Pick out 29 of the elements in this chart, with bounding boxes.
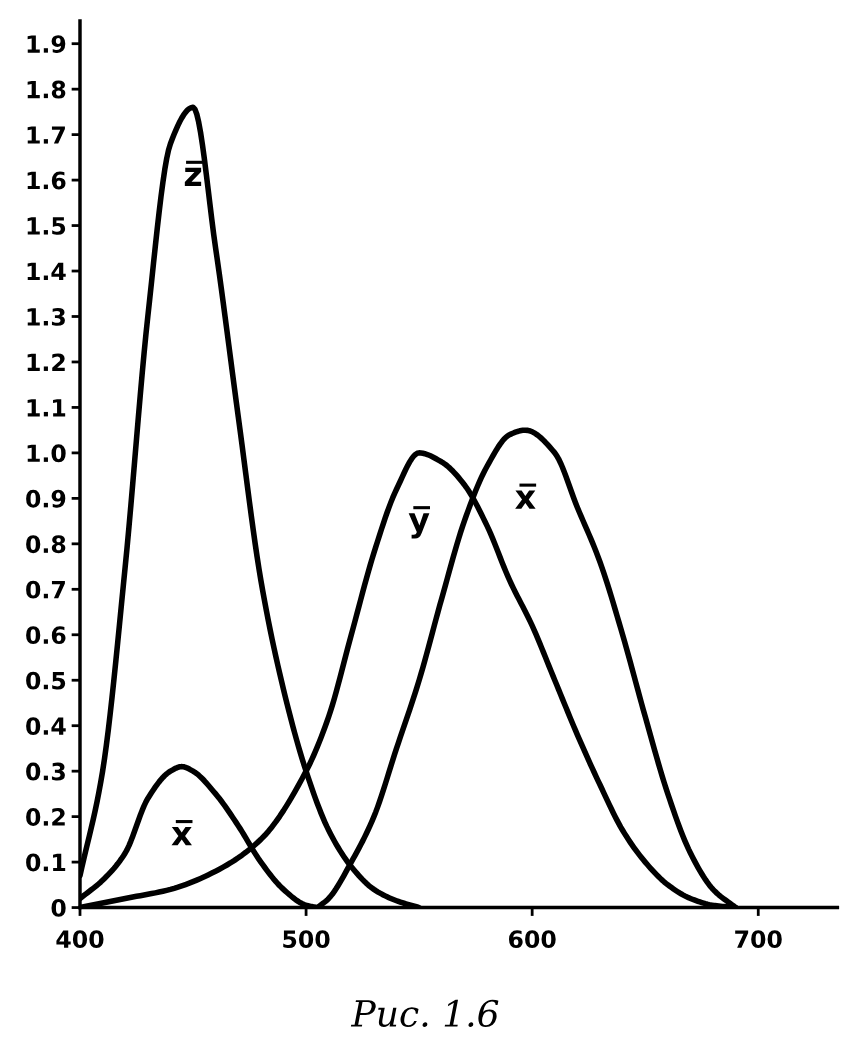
- text: Рис. 1.6: [350, 999, 499, 1028]
- y-tick-label: 1.3: [27, 307, 65, 326]
- y-tick-label: 1.6: [27, 171, 66, 190]
- series-label: z̅: [184, 160, 203, 186]
- series-label: y̅: [408, 506, 430, 539]
- x-tick-label: 700: [735, 930, 782, 949]
- y-tick-label: 1.7: [27, 126, 65, 144]
- y-tick-label: 1.2: [27, 353, 65, 371]
- x-tick-label: 400: [56, 930, 104, 949]
- y-tick-label: 1.0: [27, 444, 66, 463]
- y-tick-label: 0.7: [26, 580, 65, 599]
- y-tick-label: 0.5: [26, 671, 66, 690]
- y-tick-label: 1.1: [27, 399, 66, 417]
- y-tick-label: 1.4: [27, 262, 66, 280]
- y-tick-label: 1.9: [27, 35, 66, 53]
- y-tick-label: 0.2: [26, 808, 65, 826]
- series-label: x̅: [171, 820, 193, 846]
- series-label: x̅: [515, 483, 537, 509]
- y-tick-label: 0.4: [26, 717, 66, 736]
- y-tick-label: 0: [51, 899, 66, 917]
- y-tick-label: 0.9: [26, 489, 66, 508]
- y-tick-label: 0.6: [26, 626, 66, 645]
- y-tick-label: 0.8: [26, 535, 66, 554]
- y-tick-label: 0.3: [26, 762, 65, 781]
- x-tick-label: 600: [508, 930, 556, 949]
- y-tick-label: 0.1: [26, 853, 66, 872]
- y-tick-label: 1.8: [27, 80, 66, 99]
- y-tick-label: 1.5: [27, 217, 66, 235]
- x-tick-label: 500: [283, 930, 330, 949]
